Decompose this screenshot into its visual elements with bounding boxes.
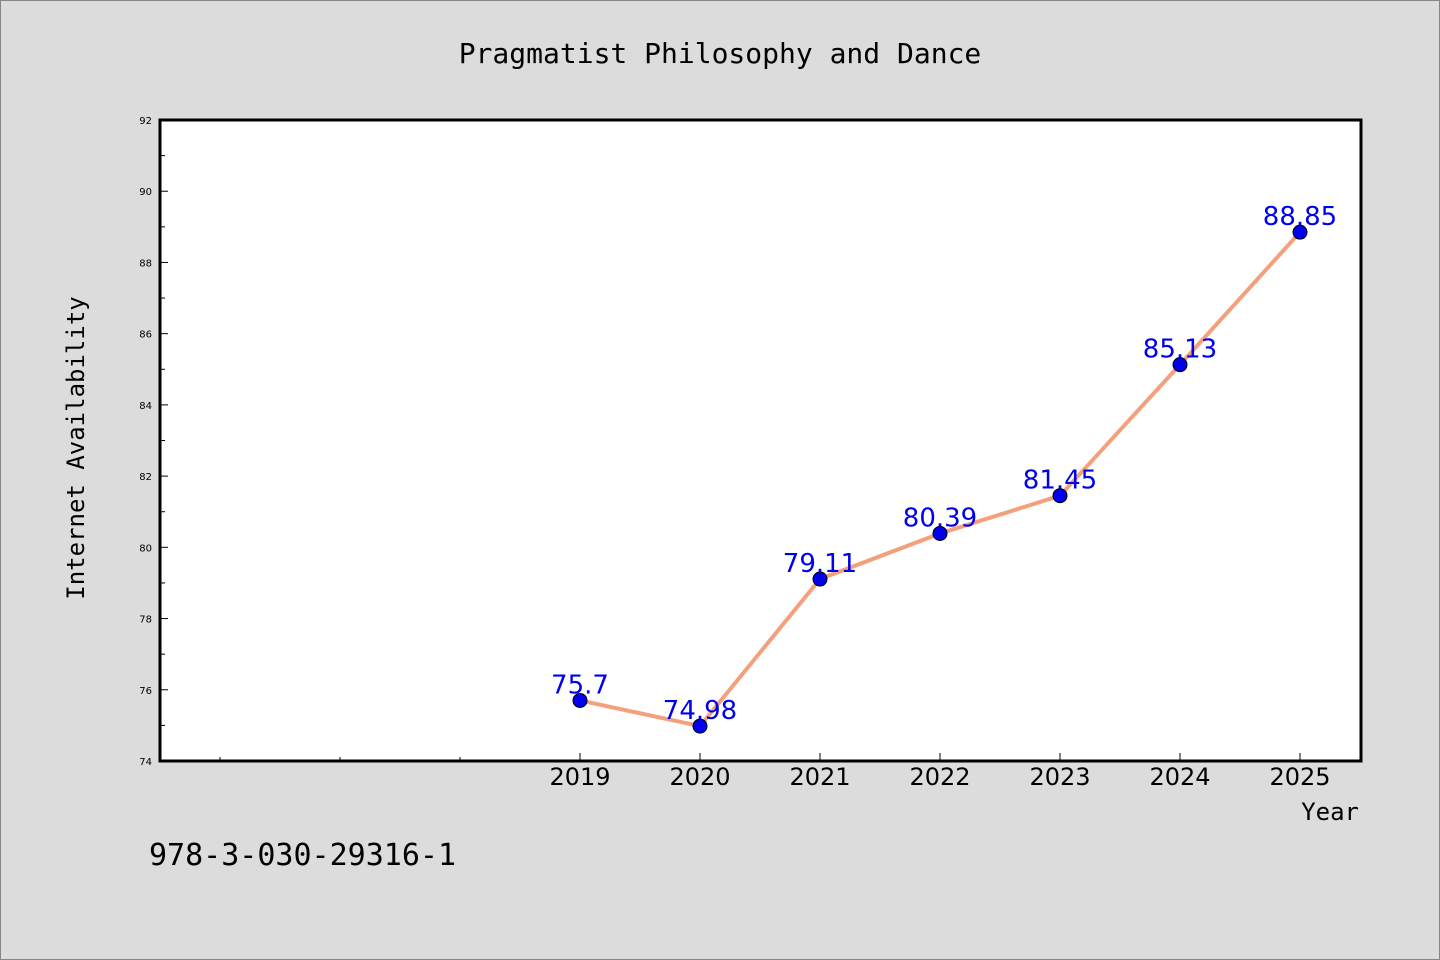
chart-title: Pragmatist Philosophy and Dance xyxy=(459,37,982,70)
y-tick-label: 90 xyxy=(139,187,152,198)
y-tick-label: 74 xyxy=(139,757,152,768)
data-point xyxy=(692,718,708,734)
plot-area xyxy=(158,118,1363,763)
x-tick-label: 2021 xyxy=(789,763,850,791)
x-tick-label: 2022 xyxy=(909,763,970,791)
x-tick-label: 2023 xyxy=(1029,763,1090,791)
footer-code: 978-3-030-29316-1 xyxy=(149,838,456,873)
x-axis-label: Year xyxy=(1301,798,1359,826)
data-label: 81.45 xyxy=(1023,466,1097,496)
data-label: 80.39 xyxy=(903,503,977,533)
y-tick-label: 88 xyxy=(139,258,152,269)
y-axis-label: Internet Availability xyxy=(62,296,90,599)
y-tick-label: 76 xyxy=(139,686,152,697)
data-label: 74.98 xyxy=(663,696,737,726)
x-tick-label: 2024 xyxy=(1149,763,1210,791)
data-label: 75.7 xyxy=(551,670,609,700)
data-label: 88.85 xyxy=(1263,202,1337,232)
y-tick-label: 92 xyxy=(139,116,152,127)
x-axis: 2019 2020 2021 2022 2023 2024 2025 xyxy=(219,753,1331,791)
x-tick-label: 2020 xyxy=(669,763,730,791)
data-point xyxy=(1052,488,1068,504)
data-markers xyxy=(572,224,1308,734)
x-tick-label: 2019 xyxy=(549,763,610,791)
y-tick-label: 80 xyxy=(139,543,152,554)
y-tick-label: 84 xyxy=(139,401,152,412)
y-axis: 74 76 78 80 82 84 86 88 90 92 xyxy=(139,116,168,768)
data-point xyxy=(812,571,828,587)
y-tick-label: 86 xyxy=(139,330,152,341)
data-point xyxy=(1172,357,1188,373)
y-tick-label: 78 xyxy=(139,615,152,626)
data-labels: 75.7 74.98 79.11 80.39 81.45 85.13 88.85 xyxy=(551,202,1337,726)
data-label: 85.13 xyxy=(1143,335,1217,365)
x-tick-label: 2025 xyxy=(1269,763,1330,791)
y-tick-label: 82 xyxy=(139,472,152,483)
data-label: 79.11 xyxy=(783,549,857,579)
data-point xyxy=(572,692,588,708)
data-point xyxy=(1292,224,1308,240)
data-point xyxy=(932,525,948,541)
